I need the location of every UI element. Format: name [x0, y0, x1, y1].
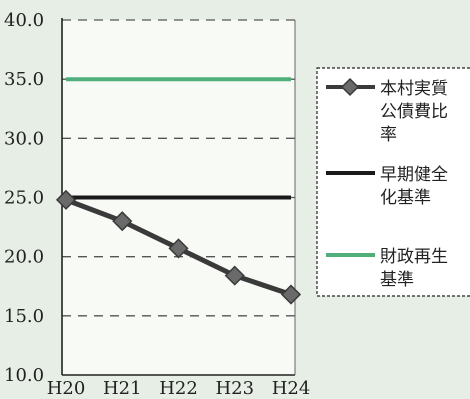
x-tick-label: H24: [272, 378, 311, 399]
legend-label-early-line1: 早期健全: [380, 165, 448, 185]
legend-label-restore-line1: 財政再生: [380, 247, 448, 267]
x-tick-label: H20: [47, 378, 86, 399]
legend-entry-restore: 財政再生 基準: [326, 247, 448, 290]
x-tick-label: H22: [159, 378, 198, 399]
y-tick-label: 40.0: [4, 10, 44, 31]
data-point-ratio-0: [55, 189, 77, 210]
y-tick-label: 15.0: [4, 306, 44, 327]
data-point-ratio-4: [280, 284, 302, 305]
legend: 本村実質 公債費比 率 早期健全 化基準 財政再生 基準: [316, 67, 470, 297]
tick-layer: 10.0 15.0 20.0 25.0 30.0 35.0 40.0 H20 H21 H22 H23…: [4, 10, 310, 399]
y-tick-label: 35.0: [4, 69, 44, 90]
data-point-ratio-2: [168, 238, 189, 259]
legend-label-ratio-line1: 本村実質: [380, 79, 448, 99]
x-tick-label: H23: [215, 378, 254, 399]
legend-entry-early: 早期健全 化基準: [326, 165, 448, 208]
legend-label-early-line2: 化基準: [380, 188, 431, 208]
legend-entry-ratio: 本村実質 公債費比 率: [326, 77, 448, 145]
y-tick-label: 30.0: [4, 128, 44, 149]
legend-box: [316, 67, 470, 297]
data-point-ratio-3: [224, 265, 245, 286]
x-tick-label: H21: [103, 378, 142, 399]
legend-label-restore-line2: 基準: [380, 270, 414, 290]
y-tick-label: 25.0: [4, 188, 44, 209]
y-tick-label: 10.0: [4, 365, 44, 386]
legend-marker-ratio: [340, 77, 360, 97]
legend-label-ratio-line3: 率: [380, 125, 397, 145]
legend-label-ratio-line2: 公債費比: [380, 102, 448, 122]
y-tick-label: 20.0: [4, 247, 44, 268]
series-layer: [55, 77, 302, 305]
data-point-ratio-1: [112, 211, 133, 232]
